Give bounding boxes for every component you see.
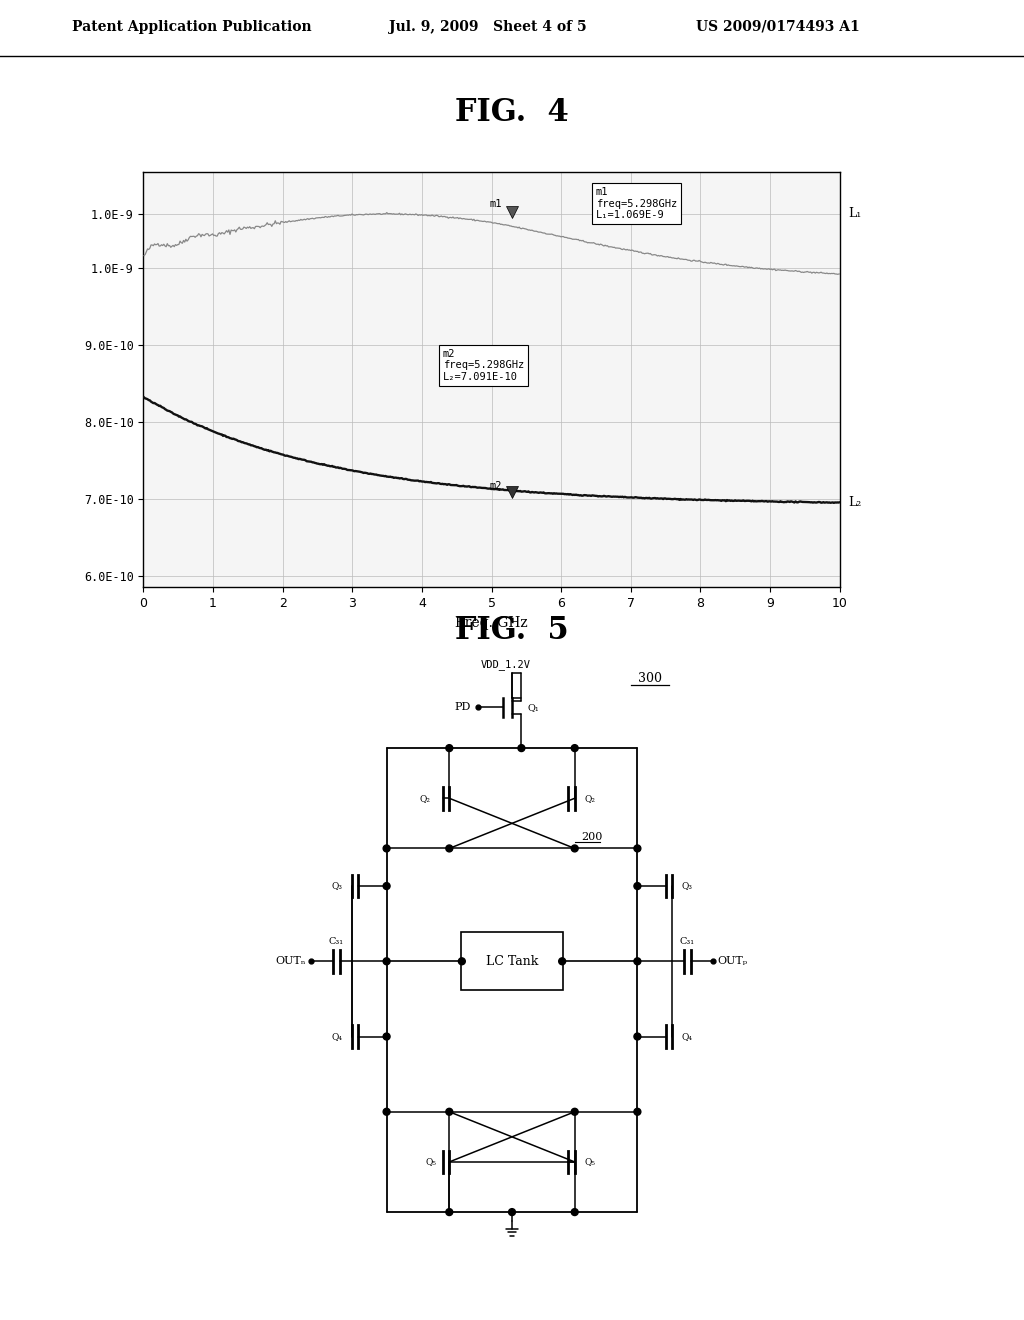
- Text: US 2009/0174493 A1: US 2009/0174493 A1: [696, 20, 860, 34]
- Circle shape: [383, 1034, 390, 1040]
- Text: C₃₁: C₃₁: [329, 937, 344, 945]
- Circle shape: [445, 845, 453, 851]
- Circle shape: [634, 845, 641, 851]
- Text: FIG.  5: FIG. 5: [456, 615, 568, 645]
- Circle shape: [383, 883, 390, 890]
- Text: 300: 300: [638, 672, 662, 685]
- Text: Q₄: Q₄: [332, 1032, 343, 1041]
- Circle shape: [571, 1209, 579, 1216]
- FancyBboxPatch shape: [461, 932, 563, 990]
- Text: VDD_1.2V: VDD_1.2V: [480, 659, 530, 669]
- Text: Q₃: Q₃: [681, 882, 692, 891]
- X-axis label: Freq. GHz: Freq. GHz: [456, 615, 527, 630]
- Circle shape: [459, 958, 465, 965]
- Text: m1
freq=5.298GHz
L₁=1.069E-9: m1 freq=5.298GHz L₁=1.069E-9: [596, 187, 677, 220]
- Circle shape: [559, 958, 565, 965]
- Circle shape: [634, 1034, 641, 1040]
- Circle shape: [634, 883, 641, 890]
- Text: C₃₁: C₃₁: [680, 937, 695, 945]
- Text: Patent Application Publication: Patent Application Publication: [72, 20, 311, 34]
- Circle shape: [445, 744, 453, 751]
- Text: Q₂: Q₂: [584, 793, 595, 803]
- Text: PD: PD: [455, 702, 471, 713]
- Circle shape: [509, 1209, 515, 1216]
- Circle shape: [571, 744, 579, 751]
- Text: Q₃: Q₃: [332, 882, 343, 891]
- Circle shape: [634, 1109, 641, 1115]
- Text: L₂: L₂: [848, 496, 861, 510]
- Text: m2
freq=5.298GHz
L₂=7.091E-10: m2 freq=5.298GHz L₂=7.091E-10: [442, 348, 524, 381]
- Circle shape: [383, 958, 390, 965]
- Circle shape: [445, 1109, 453, 1115]
- Text: Q₁: Q₁: [527, 702, 540, 711]
- Text: Q₅: Q₅: [584, 1158, 595, 1167]
- Text: Q₂: Q₂: [420, 793, 430, 803]
- Circle shape: [571, 1109, 579, 1115]
- Circle shape: [518, 744, 525, 751]
- Text: Jul. 9, 2009   Sheet 4 of 5: Jul. 9, 2009 Sheet 4 of 5: [389, 20, 587, 34]
- Text: OUTₚ: OUTₚ: [718, 956, 748, 966]
- Text: Q₄: Q₄: [681, 1032, 692, 1041]
- Circle shape: [571, 845, 579, 851]
- Text: L₁: L₁: [848, 207, 861, 220]
- Text: LC Tank: LC Tank: [485, 954, 539, 968]
- Circle shape: [383, 1109, 390, 1115]
- Text: m2: m2: [489, 482, 502, 491]
- Text: m1: m1: [489, 198, 502, 209]
- Text: 200: 200: [581, 832, 602, 842]
- Text: Q₅: Q₅: [426, 1158, 437, 1167]
- Text: FIG.  4: FIG. 4: [455, 96, 569, 128]
- Text: OUTₙ: OUTₙ: [275, 956, 306, 966]
- Circle shape: [383, 845, 390, 851]
- Circle shape: [634, 958, 641, 965]
- Circle shape: [445, 1209, 453, 1216]
